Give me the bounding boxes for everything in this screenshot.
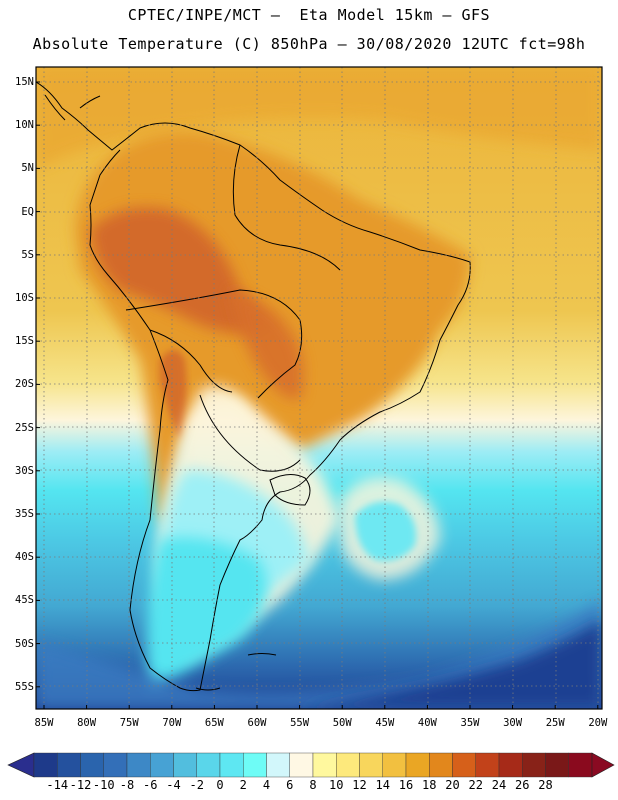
colorbar-label: 10 <box>329 778 344 792</box>
colorbar-arrow-right <box>591 752 615 778</box>
lon-label: 75W <box>119 717 139 729</box>
colorbar-label: 26 <box>515 778 530 792</box>
colorbar-arrow-left <box>7 752 35 778</box>
colorbar-swatch <box>452 752 476 778</box>
lat-label: 35S <box>15 508 34 520</box>
colorbar-label: 4 <box>262 778 271 792</box>
lon-label: 85W <box>34 717 54 729</box>
colorbar-label: -2 <box>189 778 204 792</box>
title-line-1: CPTEC/INPE/MCT – Eta Model 15km – GFS <box>127 6 491 24</box>
colorbar-label: 20 <box>445 778 460 792</box>
colorbar-swatch <box>405 752 430 778</box>
lat-label: 25S <box>15 421 34 434</box>
colorbar-label: -10 <box>92 778 115 792</box>
colorbar-swatch <box>545 752 569 778</box>
colorbar-swatch <box>522 752 546 778</box>
colorbar-label: 12 <box>352 778 367 792</box>
lon-label: 60W <box>247 717 267 729</box>
lon-label: 65W <box>204 717 224 729</box>
colorbar-swatch <box>80 752 104 778</box>
colorbar-swatch <box>429 752 453 778</box>
lon-label: 80W <box>77 717 97 729</box>
coastlines <box>36 81 471 692</box>
colorbar-swatch <box>33 752 58 778</box>
lat-label: 30S <box>15 464 34 477</box>
lon-label: 35W <box>460 717 480 729</box>
colorbar-swatch <box>498 752 523 778</box>
colorbar-swatch <box>243 752 267 778</box>
lat-label: 40S <box>15 551 34 564</box>
axis-ticks <box>36 81 599 709</box>
lon-label: 20W <box>588 717 608 729</box>
colorbar-label: 22 <box>468 778 483 792</box>
colorbar-swatch <box>103 752 128 778</box>
lat-label: 55S <box>15 680 34 693</box>
colorbar-label: 6 <box>286 778 294 792</box>
lat-label: 15N <box>15 76 34 88</box>
colorbar-swatch <box>359 752 383 778</box>
colorbar-label: 0 <box>216 778 224 792</box>
lat-label: 5S <box>21 248 34 261</box>
lat-label: 20S <box>15 378 34 391</box>
lon-label: 25W <box>545 717 565 729</box>
colorbar-label: 28 <box>538 778 553 792</box>
lat-label: EQ <box>21 205 34 218</box>
colorbar-swatch <box>266 752 290 778</box>
lon-label: 50W <box>332 717 352 729</box>
lat-label: 10S <box>15 292 34 304</box>
lon-label: 55W <box>290 717 310 729</box>
colorbar-label: 2 <box>239 778 247 792</box>
lon-label: 70W <box>162 717 182 729</box>
colorbar-swatch <box>568 752 593 778</box>
colorbar-swatch <box>173 752 197 778</box>
colorbar-swatch <box>57 752 81 778</box>
colorbar-label: 24 <box>491 778 507 792</box>
temperature-field <box>36 67 602 709</box>
colorbar-label: 14 <box>375 778 390 792</box>
lat-label: 45S <box>15 594 34 607</box>
lon-label: 40W <box>417 717 437 729</box>
colorbar-label: 16 <box>398 778 414 792</box>
lat-label: 10N <box>15 119 34 132</box>
colorbar-swatch <box>219 752 244 778</box>
colorbar-swatch <box>312 752 337 778</box>
colorbar-label: -14 <box>46 778 69 792</box>
colorbar-swatch <box>336 752 360 778</box>
colorbar-label: -12 <box>69 778 92 792</box>
map-frame <box>35 66 603 710</box>
lat-label: 15S <box>15 335 34 348</box>
colorbar-swatch <box>289 752 314 778</box>
colorbar-swatch <box>150 752 174 778</box>
colorbar-swatch <box>475 752 500 778</box>
colorbar-label: 18 <box>422 778 437 792</box>
colorbar-label: 8 <box>309 778 317 792</box>
lat-label: 5N <box>21 162 34 175</box>
lon-label: 45W <box>375 717 395 729</box>
colorbar-swatch <box>126 752 151 778</box>
lon-label: 30W <box>503 717 523 729</box>
colorbar-label: -6 <box>143 778 158 792</box>
title-line-2: Absolute Temperature (C) 850hPa – 30/08/… <box>32 35 586 53</box>
colorbar-swatch <box>382 752 407 778</box>
colorbar-swatch <box>196 752 221 778</box>
colorbar-label: -4 <box>166 778 181 792</box>
colorbar-label: -8 <box>119 778 135 792</box>
colorbar <box>7 752 615 778</box>
lat-label: 50S <box>15 637 34 650</box>
